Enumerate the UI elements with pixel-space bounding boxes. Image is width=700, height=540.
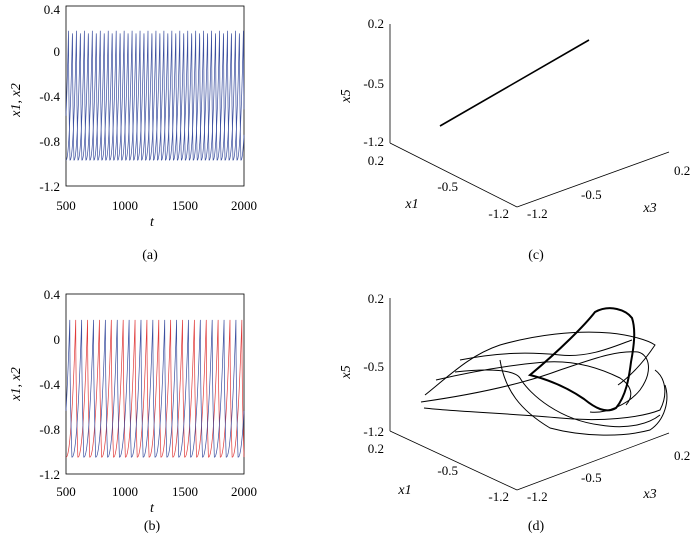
- panel-d-loop-upper: [527, 307, 636, 412]
- panel-d-sheet-6: [499, 359, 668, 436]
- panel-a-ytick-0: 0.4: [44, 2, 61, 17]
- panel-b-ytick-0: 0.4: [44, 287, 61, 302]
- panel-a-ytick-1: 0: [54, 44, 61, 59]
- panel-b-xlabel: t: [150, 501, 155, 516]
- panel-d-x5-tick-2: -1.2: [363, 424, 384, 439]
- panel-d-trajectory: [420, 307, 668, 436]
- panel-d-x1-label: x1: [397, 483, 411, 498]
- panel-a-ylabel: x1, x2: [9, 83, 24, 117]
- panel-a-xtick-3: 2000: [231, 198, 257, 213]
- panel-a-xlabel: t: [150, 215, 155, 230]
- panel-d-sheet-1: [424, 331, 656, 396]
- panel-d-sheet-3: [423, 369, 666, 421]
- panel-b-yticks: 0.4 0 -0.4 -0.8 -1.2: [39, 287, 60, 482]
- panel-a-series-line-0: [65, 33, 245, 161]
- panel-b-series-line-0: [65, 319, 245, 458]
- panel-a-xtick-2: 1500: [172, 198, 198, 213]
- panel-c-x1-axis: [389, 142, 518, 208]
- panel-c-x3-label: x3: [642, 201, 656, 216]
- panel-d-x5-label: x5: [339, 365, 354, 379]
- panel-d-sheet-7: [454, 369, 661, 428]
- panel-d: 0.2 -0.5 -1.2 0.2 -0.5 -1.2 -1.2 -0.5 0.…: [339, 291, 690, 534]
- panel-c-x3-tick-1: -0.5: [581, 187, 602, 202]
- panel-c-x5-tick-0: 0.2: [368, 16, 384, 31]
- panel-d-x5-tick-1: -0.5: [363, 359, 384, 374]
- panel-c-x1-tick-2: -1.2: [488, 206, 509, 221]
- panel-a-series: [65, 30, 245, 161]
- panel-b-caption: (b): [144, 519, 161, 534]
- panel-a-yticks: 0.4 0 -0.4 -0.8 -1.2: [39, 2, 60, 194]
- panel-a-xtick-1: 1000: [112, 198, 138, 213]
- panel-d-x1-tick-1: -0.5: [437, 463, 458, 478]
- panel-b-frame: [65, 293, 245, 475]
- panel-b-xtick-2: 1500: [172, 484, 198, 499]
- panel-d-x1-axis: [389, 430, 518, 491]
- panel-d-x3-tick-2: 0.2: [674, 448, 690, 463]
- panel-d-x1-tick-0: 0.2: [368, 441, 384, 456]
- panel-c-x5-tick-2: -1.2: [363, 134, 384, 149]
- panel-a-ytick-2: -0.4: [39, 89, 60, 104]
- panel-a-xticks: 500 1000 1500 2000: [56, 198, 257, 213]
- panel-d-caption: (d): [528, 519, 545, 534]
- panel-d-x3-tick-0: -1.2: [527, 489, 548, 504]
- panel-d-x3-axis: [516, 432, 670, 491]
- panel-c-caption: (c): [528, 248, 544, 263]
- panel-c-x3-axis: [516, 151, 670, 208]
- panel-b-ylabel: x1, x2: [9, 367, 24, 401]
- panel-d-sheet-5: [459, 339, 633, 361]
- panel-b-xtick-0: 500: [56, 484, 76, 499]
- panel-c-x5-tick-1: -0.5: [363, 76, 384, 91]
- panel-b-xtick-1: 1000: [112, 484, 138, 499]
- panel-c-x3-tick-0: -1.2: [527, 206, 548, 221]
- panel-b-ytick-3: -0.8: [39, 422, 60, 437]
- panel-c-x3-tick-2: 0.2: [674, 163, 690, 178]
- panel-d-sheet-4: [435, 361, 632, 406]
- panel-c: 0.2 -0.5 -1.2 0.2 -0.5 -1.2 -1.2 -0.5 0.…: [339, 16, 690, 263]
- panel-d-x3-tick-1: -0.5: [581, 470, 602, 485]
- panel-a: 0.4 0 -0.4 -0.8 -1.2 500 1000 1500 2000 …: [9, 2, 257, 263]
- panel-c-x5-label: x5: [339, 89, 354, 103]
- panel-a-ytick-4: -1.2: [39, 179, 60, 194]
- panel-b-series-line-1: [65, 319, 245, 458]
- panel-a-ytick-3: -0.8: [39, 134, 60, 149]
- panel-d-x1-tick-2: -1.2: [488, 489, 509, 504]
- panel-b-xtick-3: 2000: [231, 484, 257, 499]
- panel-c-x1-tick-1: -0.5: [437, 179, 458, 194]
- panel-c-trajectory: [439, 39, 590, 127]
- panel-b: 0.4 0 -0.4 -0.8 -1.2 500 1000 1500 2000 …: [9, 287, 257, 534]
- panel-c-x1-label: x1: [404, 197, 418, 212]
- panel-b-ytick-1: 0: [54, 332, 61, 347]
- panel-b-ytick-4: -1.2: [39, 467, 60, 482]
- panel-d-x5-tick-0: 0.2: [368, 291, 384, 306]
- panel-d-x3-label: x3: [642, 487, 656, 502]
- panel-b-ytick-2: -0.4: [39, 377, 60, 392]
- panel-a-xtick-0: 500: [56, 198, 76, 213]
- panel-b-xticks: 500 1000 1500 2000: [56, 484, 257, 499]
- panel-c-x1-tick-0: 0.2: [368, 153, 384, 168]
- panel-a-caption: (a): [142, 248, 158, 263]
- panel-a-series-line-1: [65, 30, 245, 161]
- panel-b-series: [65, 319, 245, 458]
- panel-d-sheet-2: [420, 351, 649, 413]
